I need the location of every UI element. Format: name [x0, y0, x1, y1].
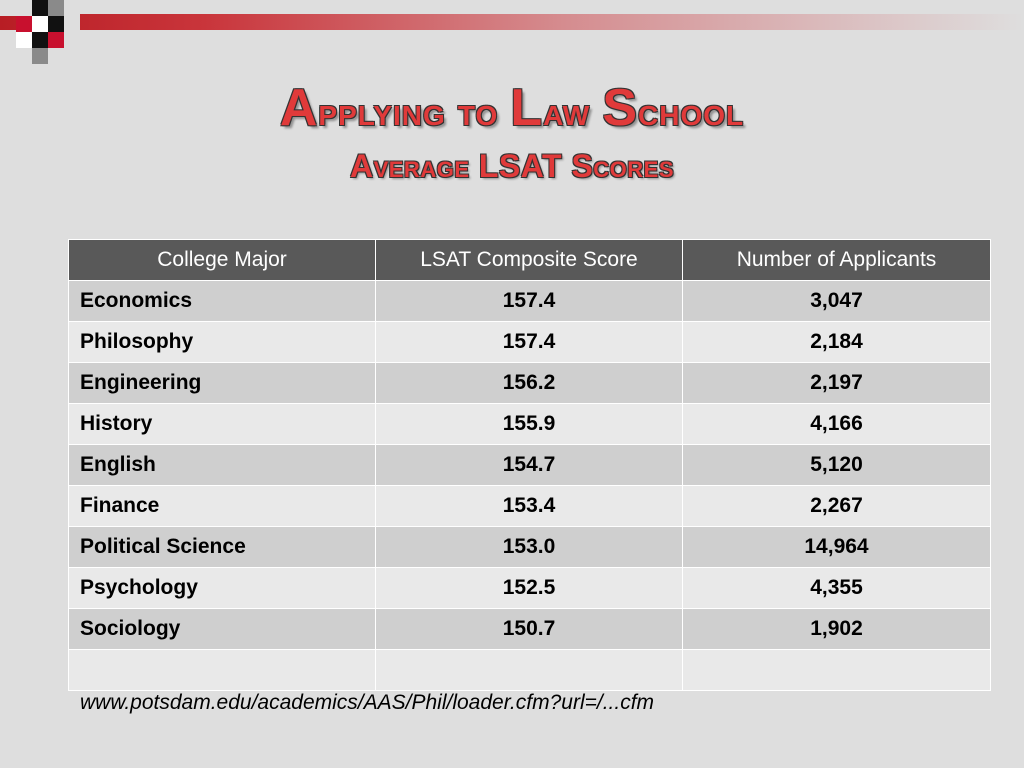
- table-row: Economics 157.4 3,047: [68, 280, 991, 322]
- cell-applicants: 2,197: [682, 362, 991, 404]
- title-cap-s: S: [602, 79, 639, 137]
- title-cap-a: A: [279, 79, 319, 137]
- cell-score: 153.4: [375, 485, 683, 527]
- cell-score: 154.7: [375, 444, 683, 486]
- cell-major: Engineering: [68, 362, 376, 404]
- table-row: History 155.9 4,166: [68, 403, 991, 445]
- cell-score: 157.4: [375, 321, 683, 363]
- cell-score: 156.2: [375, 362, 683, 404]
- cell-major: History: [68, 403, 376, 445]
- lsat-table: College Major LSAT Composite Score Numbe…: [68, 239, 991, 691]
- header-college-major: College Major: [68, 239, 376, 281]
- header-lsat-score: LSAT Composite Score: [375, 239, 683, 281]
- header-applicants: Number of Applicants: [682, 239, 991, 281]
- title-cap-l: L: [510, 79, 544, 137]
- cell-score: 150.7: [375, 608, 683, 650]
- table-row: Finance 153.4 2,267: [68, 485, 991, 527]
- decorative-top-bar: [0, 14, 1024, 30]
- table-row: Sociology 150.7 1,902: [68, 608, 991, 650]
- cell-applicants: 4,355: [682, 567, 991, 609]
- table-row: Political Science 153.0 14,964: [68, 526, 991, 568]
- title-part-3: chool: [638, 90, 745, 134]
- table-row: Psychology 152.5 4,355: [68, 567, 991, 609]
- cell-applicants: 14,964: [682, 526, 991, 568]
- cell-major: [68, 649, 376, 691]
- cell-major: Economics: [68, 280, 376, 322]
- slide-subtitle: Average LSAT Scores: [349, 148, 675, 184]
- cell-applicants: 2,267: [682, 485, 991, 527]
- cell-major: Psychology: [68, 567, 376, 609]
- title-part-1: pplying to: [318, 90, 511, 134]
- cell-applicants: 2,184: [682, 321, 991, 363]
- cell-score: 157.4: [375, 280, 683, 322]
- cell-score: 155.9: [375, 403, 683, 445]
- cell-major: Sociology: [68, 608, 376, 650]
- table-row: Philosophy 157.4 2,184: [68, 321, 991, 363]
- title-part-2: aw: [543, 90, 603, 134]
- cell-applicants: 5,120: [682, 444, 991, 486]
- table-header-row: College Major LSAT Composite Score Numbe…: [68, 239, 991, 281]
- cell-applicants: 4,166: [682, 403, 991, 445]
- cell-applicants: 1,902: [682, 608, 991, 650]
- table-row: Engineering 156.2 2,197: [68, 362, 991, 404]
- cell-major: Finance: [68, 485, 376, 527]
- cell-score: [375, 649, 683, 691]
- slide-title: Applying to Law School: [0, 78, 1024, 138]
- source-citation: www.potsdam.edu/academics/AAS/Phil/loade…: [80, 691, 655, 714]
- cell-major: English: [68, 444, 376, 486]
- cell-score: 153.0: [375, 526, 683, 568]
- table-row-empty: [68, 649, 991, 691]
- cell-applicants: 3,047: [682, 280, 991, 322]
- cell-major: Political Science: [68, 526, 376, 568]
- cell-score: 152.5: [375, 567, 683, 609]
- cell-applicants: [682, 649, 991, 691]
- cell-major: Philosophy: [68, 321, 376, 363]
- table-row: English 154.7 5,120: [68, 444, 991, 486]
